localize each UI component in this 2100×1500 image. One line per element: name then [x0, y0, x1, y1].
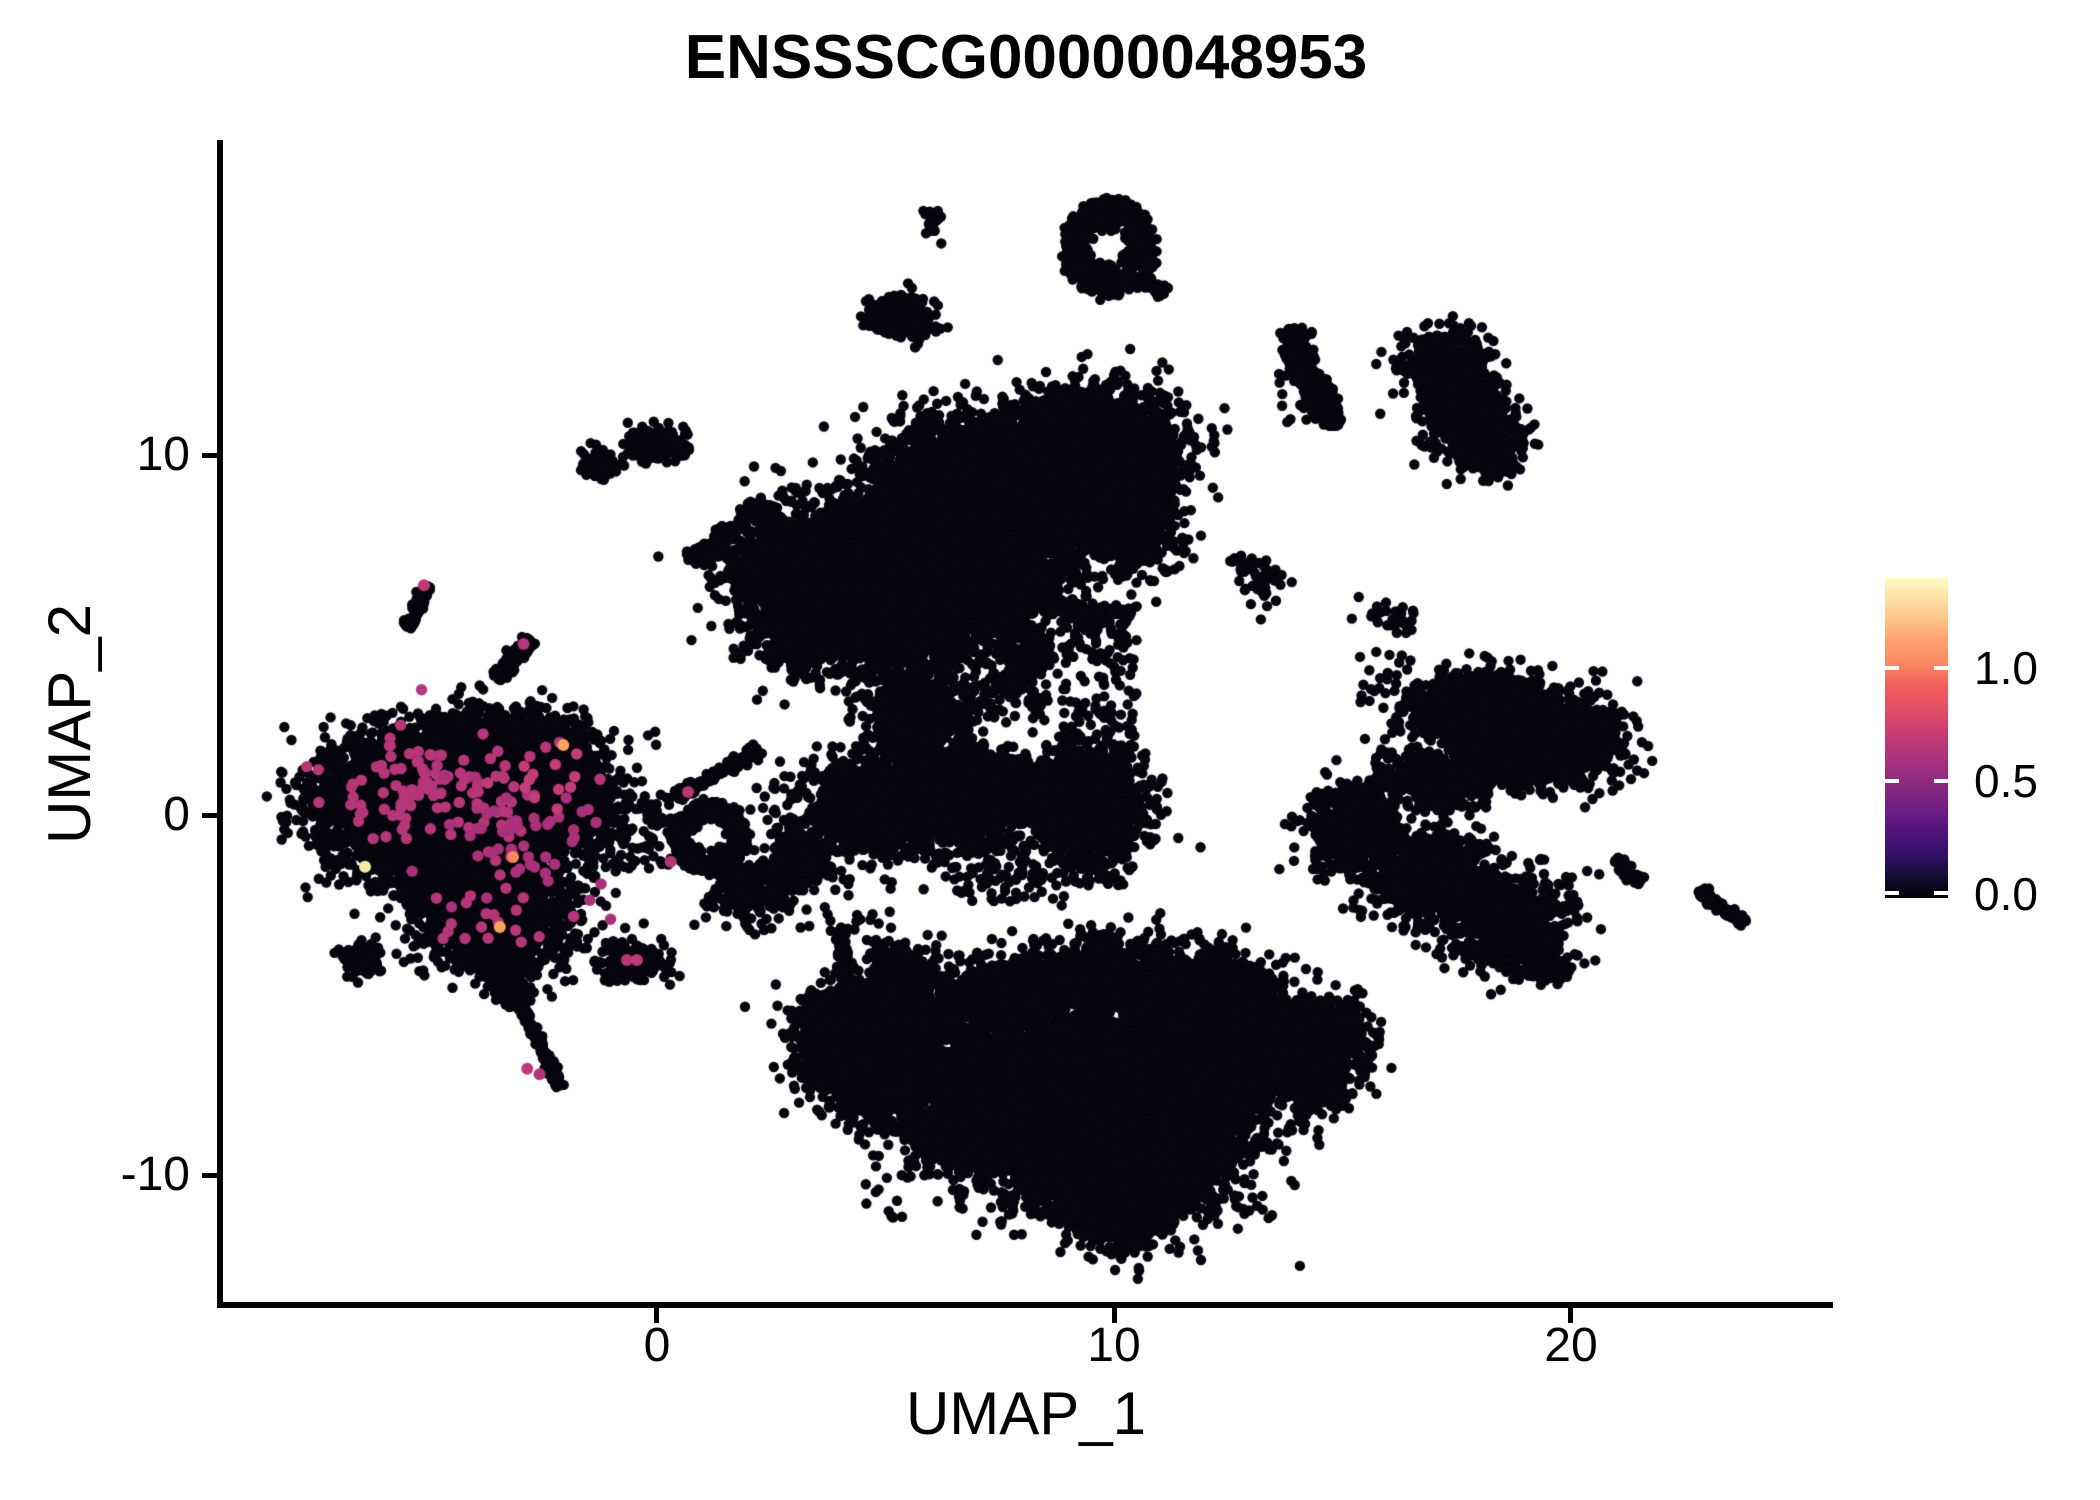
colorbar-tick: [1934, 891, 1948, 895]
x-tick-label: 10: [1087, 1319, 1141, 1372]
y-axis-title: UMAP_2: [36, 603, 103, 845]
x-tick-mark: [654, 1308, 659, 1323]
x-tick-label: 0: [643, 1319, 671, 1372]
y-tick-mark: [202, 813, 217, 818]
colorbar-label: 0.0: [1974, 868, 2038, 920]
x-tick-mark: [1112, 1308, 1117, 1323]
y-tick-mark: [202, 453, 217, 458]
y-tick-label: 10: [136, 428, 190, 481]
y-tick-label: 0: [163, 788, 190, 841]
colorbar: [1885, 578, 1948, 898]
scatter-plot-canvas: [222, 140, 1830, 1302]
colorbar-tick: [1934, 666, 1948, 670]
colorbar-tick: [1885, 666, 1899, 670]
colorbar-tick: [1885, 891, 1899, 895]
colorbar-tick: [1885, 779, 1899, 783]
colorbar-label: 0.5: [1974, 755, 2038, 807]
colorbar-gradient: [1885, 578, 1948, 898]
y-axis-line: [217, 140, 223, 1308]
colorbar-tick: [1934, 779, 1948, 783]
x-tick-label: 20: [1544, 1319, 1598, 1372]
colorbar-label: 1.0: [1974, 642, 2038, 694]
y-tick-label: -10: [120, 1148, 190, 1201]
plot-title: ENSSSCG00000048953: [684, 23, 1368, 92]
x-axis-line: [217, 1302, 1833, 1308]
x-axis-title: UMAP_1: [905, 1380, 1147, 1447]
x-tick-mark: [1568, 1308, 1573, 1323]
y-tick-mark: [202, 1173, 217, 1178]
